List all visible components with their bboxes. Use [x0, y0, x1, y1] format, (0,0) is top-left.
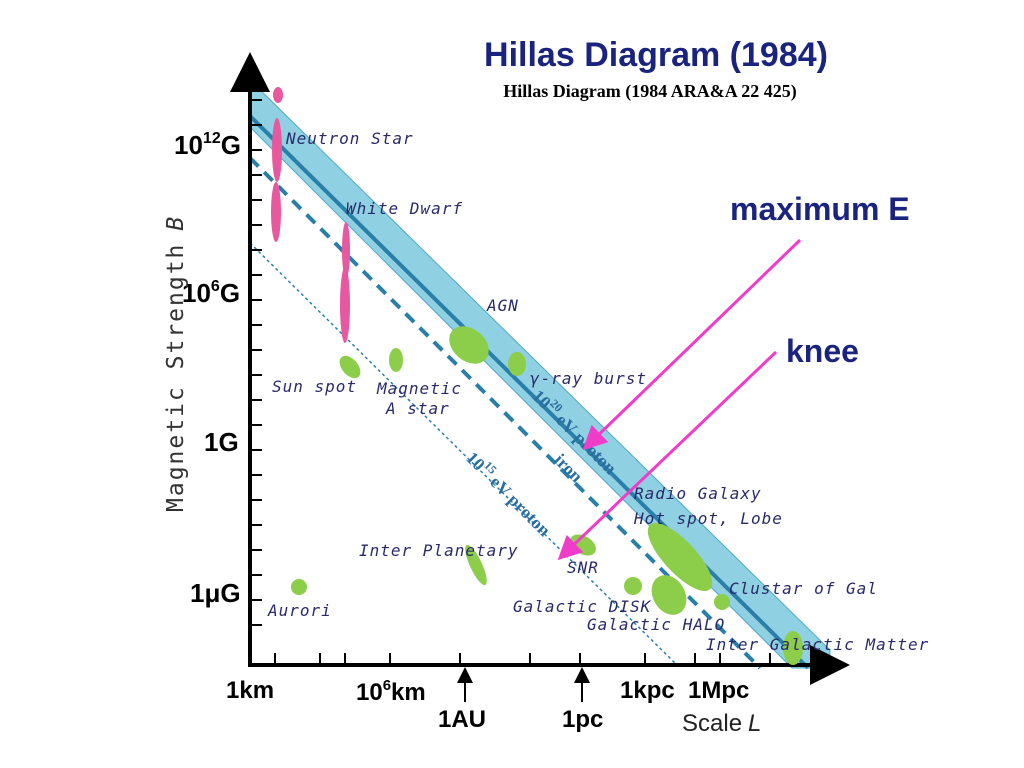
- proton-1e20-line: [248, 114, 810, 670]
- label-sun-spot: Sun spot: [272, 377, 357, 396]
- label-radio-galaxy: Radio Galaxy: [634, 484, 762, 503]
- sun-spot-blob: [339, 355, 361, 379]
- grb-blob: [508, 352, 526, 376]
- cluster-blob: [714, 594, 730, 610]
- x-tick-1mpc: 1Mpc: [688, 677, 749, 704]
- proton-1e15-line: [249, 242, 681, 669]
- neutron-star-blob: [272, 118, 282, 182]
- white-dwarf-lower-blob: [340, 267, 350, 343]
- label-cluster: Clustar of Gal: [729, 579, 878, 598]
- arrow-knee: [557, 350, 778, 561]
- aurori-blob: [291, 579, 307, 595]
- x-tick-1kpc: 1kpc: [620, 677, 675, 704]
- galactic-halo-blob: [651, 575, 687, 615]
- subtitle: Hillas Diagram (1984 ARA&A 22 425): [503, 81, 796, 102]
- arrow-maximum-e: [582, 238, 802, 451]
- label-galactic-halo: Galactic HALO: [587, 615, 725, 634]
- label-grb: γ-ray burst: [530, 369, 647, 388]
- annotation-maximum-e: maximum E: [730, 191, 910, 227]
- x-tick-1e6km: 106km: [356, 677, 426, 706]
- annotation-knee: knee: [786, 333, 859, 369]
- label-hot-spot: Hot spot, Lobe: [633, 509, 783, 528]
- label-white-dwarf: White Dwarf: [346, 199, 463, 218]
- label-galactic-disk: Galactic DISK: [513, 597, 652, 616]
- title: Hillas Diagram (1984): [484, 36, 828, 74]
- compact-objects: [271, 87, 350, 343]
- y-tick-1ug: 1μG: [190, 578, 241, 608]
- label-neutron-star: Neutron Star: [285, 129, 414, 148]
- label-proton-1e15: 1015eV proton: [462, 446, 557, 541]
- magnetic-a-star-blob: [389, 348, 403, 372]
- astro-objects: [291, 326, 803, 665]
- label-igm: Inter Galactic Matter: [706, 635, 929, 654]
- x-tick-marks: [274, 653, 771, 665]
- igm-blob: [783, 631, 803, 665]
- y-tick-marks: [250, 99, 262, 626]
- label-magnetic: Magnetic: [376, 379, 462, 398]
- white-dwarf-blob: [342, 222, 350, 278]
- galactic-disk-blob: [624, 577, 642, 595]
- x-tick-1pc: 1pc: [562, 706, 603, 733]
- x-axis-label: Scale L: [682, 710, 761, 737]
- radio-galaxy-blob: [647, 523, 713, 591]
- label-agn: AGN: [486, 296, 519, 315]
- interplanetary-blob: [465, 544, 487, 586]
- y-tick-1e6g: 106G: [182, 278, 240, 308]
- label-interplanetary: Inter Planetary: [359, 541, 519, 560]
- y-tick-1e12g: 1012G: [174, 130, 241, 160]
- label-snr: SNR: [567, 558, 599, 577]
- neutron-star-lower-blob: [271, 182, 281, 242]
- y-tick-1g: 1G: [204, 427, 239, 457]
- agn-blob: [449, 326, 489, 364]
- x-tick-1km: 1km: [226, 677, 274, 704]
- x-tick-1au: 1AU: [438, 706, 486, 733]
- y-axis-label: Magnetic StrengthB: [163, 215, 189, 512]
- label-aurori: Aurori: [267, 601, 332, 620]
- label-a-star: A star: [385, 399, 450, 418]
- neutron-star-top-blob: [273, 87, 283, 103]
